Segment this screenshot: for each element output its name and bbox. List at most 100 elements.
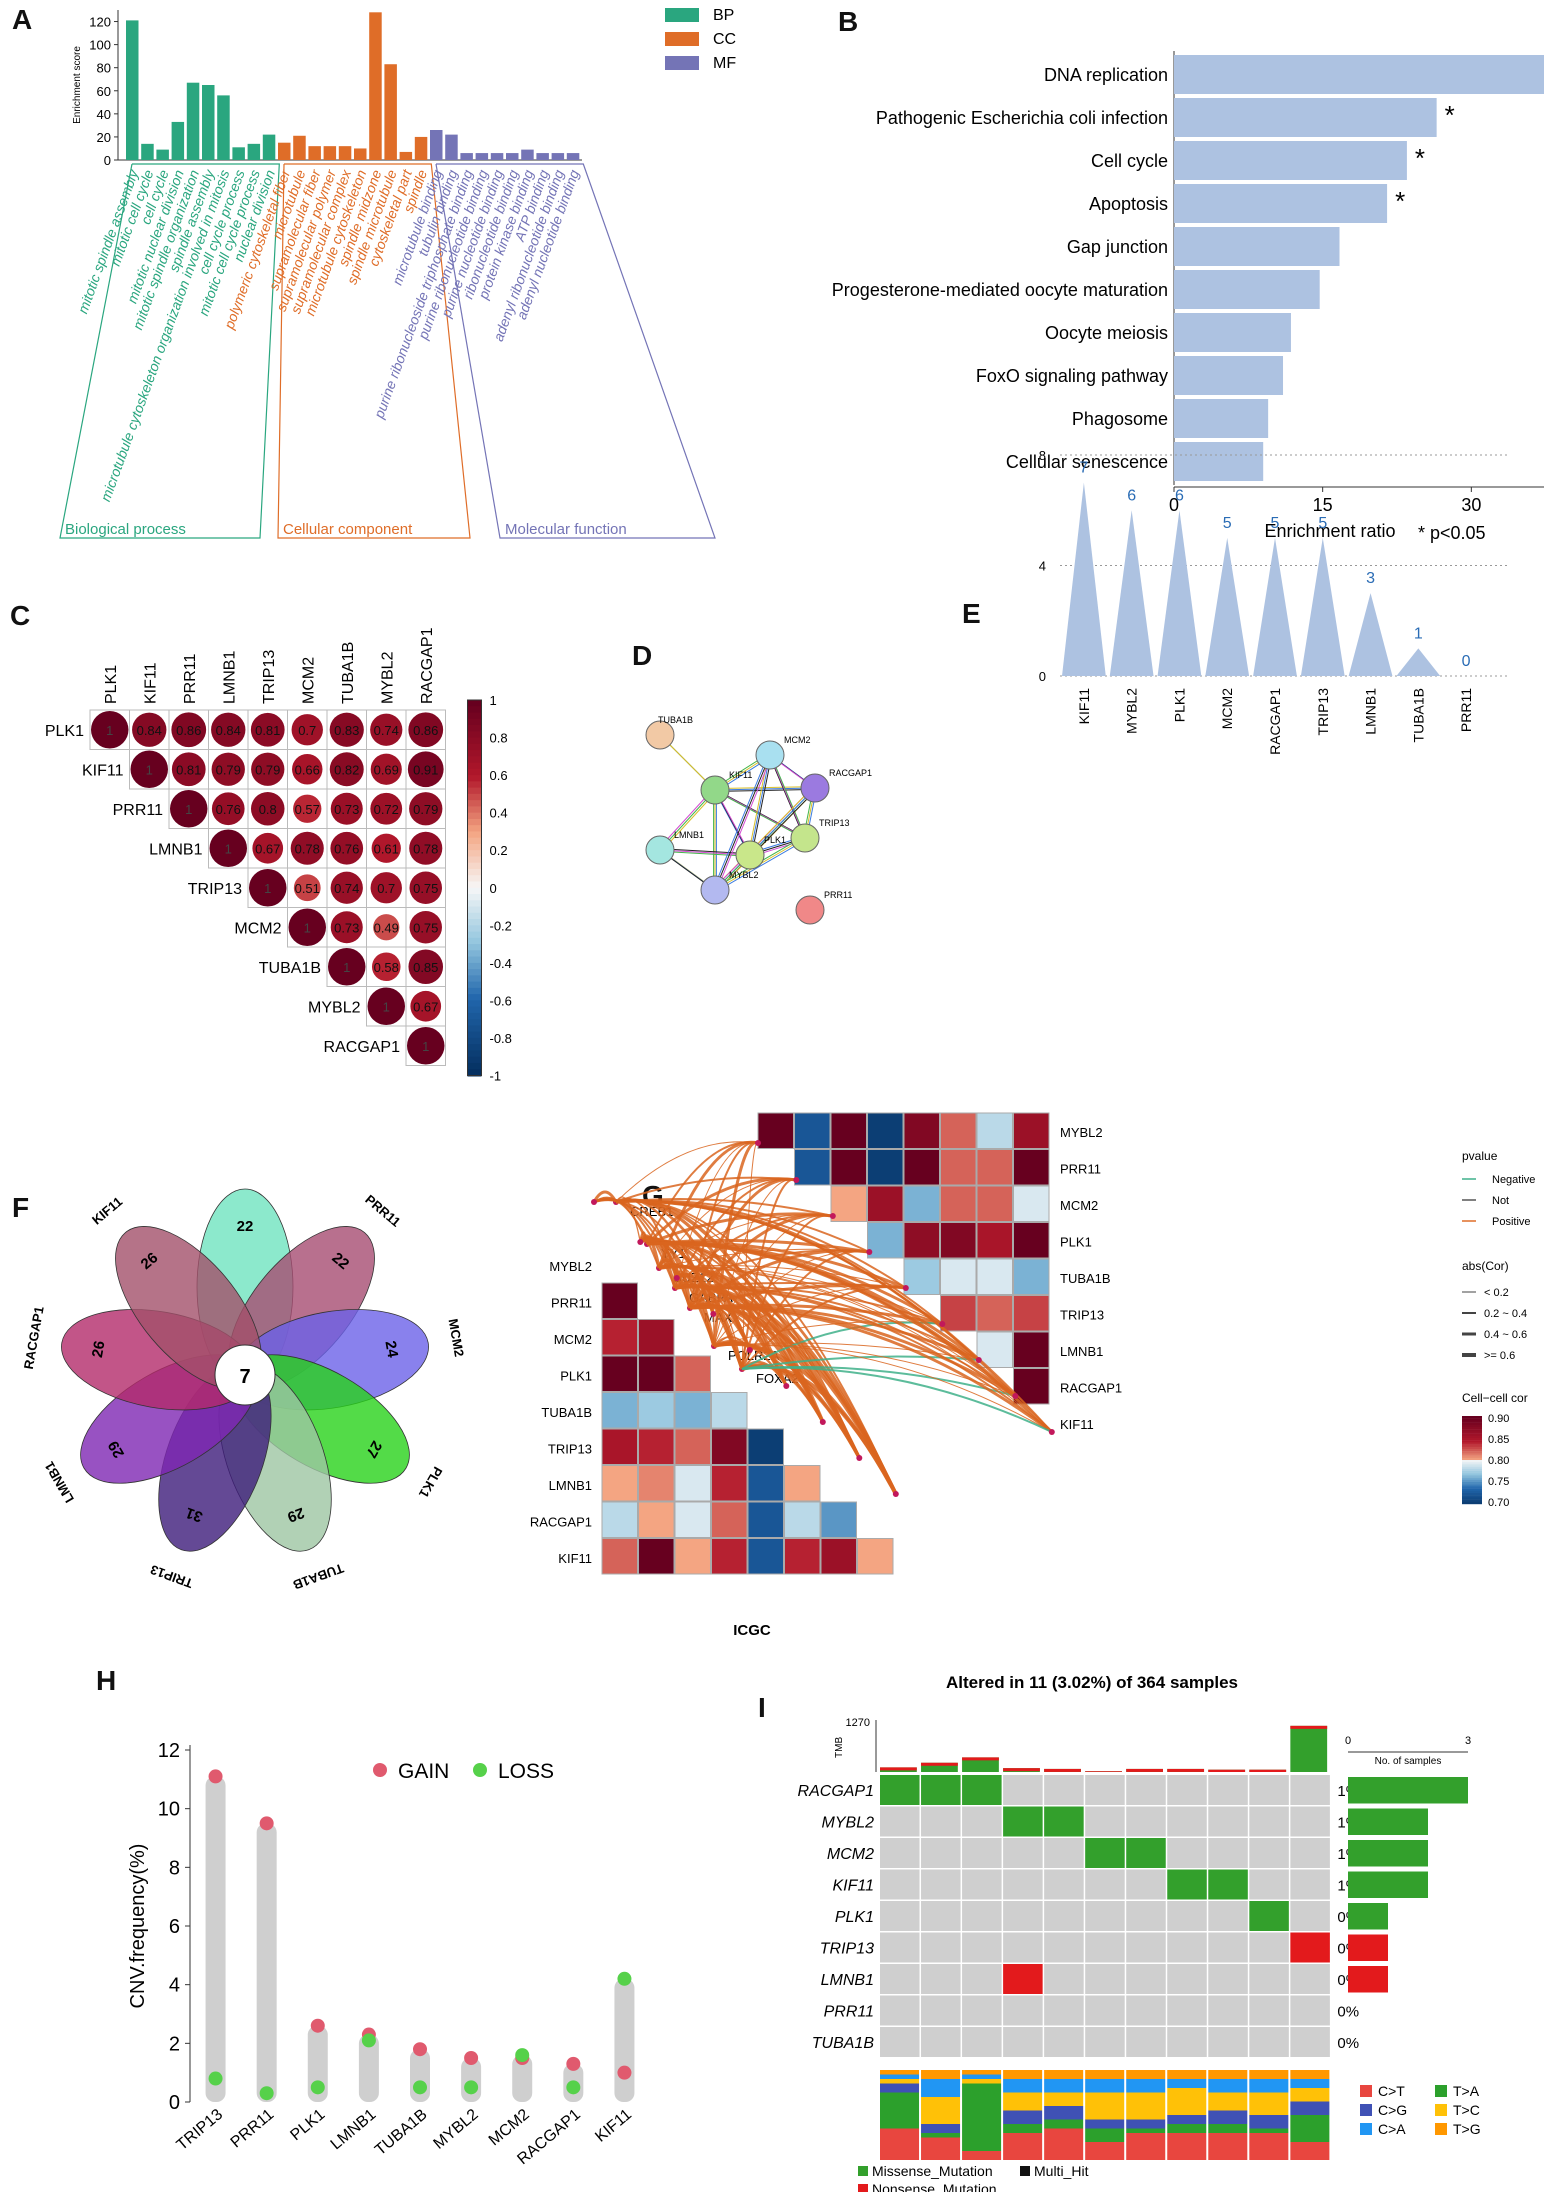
b-bar-dna-replication xyxy=(1174,55,1544,94)
b-category-label: FoxO signaling pathway xyxy=(976,366,1168,386)
g-edge-tcga xyxy=(689,1284,906,1310)
c-colorbar-segment xyxy=(467,1056,482,1064)
g-tcga-cell xyxy=(903,1222,940,1259)
c-corr-circle xyxy=(91,711,129,749)
b-bar-apoptosis xyxy=(1174,184,1388,223)
g-tcga-node xyxy=(829,1213,836,1219)
c-corr-value: 1 xyxy=(422,1039,429,1054)
f-petal-value: 24 xyxy=(381,1340,401,1360)
b-x-tick-label: 30 xyxy=(1461,495,1481,515)
c-colorbar-segment xyxy=(467,1062,482,1071)
g-legend-cor-label: 0.90 xyxy=(1488,1413,1509,1425)
g-legend-cor-segment xyxy=(1462,1446,1482,1450)
i-cell xyxy=(1208,2027,1248,2057)
i-cell xyxy=(1085,1806,1125,1837)
c-colorbar-segment xyxy=(467,781,482,789)
c-corr-circle xyxy=(251,752,285,786)
c-colorbar-segment xyxy=(467,931,482,939)
i-gene-label: MCM2 xyxy=(827,1846,874,1863)
c-corr-value: 0.67 xyxy=(413,999,438,1014)
c-colorbar-segment xyxy=(467,868,482,877)
f-petal-value: 31 xyxy=(183,1504,204,1526)
g-tcga-cell xyxy=(794,1149,831,1186)
i-cell xyxy=(1290,1964,1330,1994)
g-icgc-cell xyxy=(638,1319,675,1356)
i-cell xyxy=(1167,1995,1207,2026)
g-tcga-cell xyxy=(976,1112,1013,1149)
h-loss-point xyxy=(566,2080,581,2095)
a-y-tick-label: 120 xyxy=(89,15,111,30)
i-cell xyxy=(1003,1775,1043,1805)
g-legend-cor-segment xyxy=(1462,1455,1482,1458)
c-colorbar-segment xyxy=(467,962,482,971)
i-cell xyxy=(880,1901,920,1931)
c-colorbar-segment xyxy=(467,969,482,977)
g-tcga-node xyxy=(866,1249,873,1255)
c-colorbar-segment xyxy=(467,850,482,858)
panel-i-oncoplot: Altered in 11 (3.02%) of 364 samples 1270… xyxy=(798,1673,1481,2192)
g-icgc-cell xyxy=(711,1428,748,1465)
i-snv-legend-label: C>A xyxy=(1378,2121,1406,2137)
a-bar-spindle-midzone xyxy=(369,12,382,160)
d-node-tuba1b xyxy=(645,720,675,750)
i-snv-segment xyxy=(1126,2092,1166,2120)
h-loss-point xyxy=(208,2071,223,2086)
g-legend-cor-segment xyxy=(1462,1462,1482,1465)
i-snv-segment xyxy=(921,2097,961,2124)
i-mut-legend-swatch xyxy=(858,2184,868,2192)
i-cell xyxy=(1044,1901,1084,1931)
h-y-tick-label: 10 xyxy=(158,1799,180,1821)
i-snv-segment xyxy=(1249,2079,1289,2093)
h-y-tick-label: 8 xyxy=(169,1857,180,1879)
g-tcga-cell xyxy=(1013,1149,1050,1186)
g-icgc-node xyxy=(746,1347,753,1353)
c-corr-circle xyxy=(132,712,167,747)
i-snv-segment xyxy=(1085,2119,1125,2129)
c-colorbar-segment xyxy=(467,1000,482,1008)
d-node-label: MYBL2 xyxy=(729,870,759,880)
g-edge-tcga xyxy=(741,1366,1053,1433)
i-cell xyxy=(1085,1964,1125,1994)
g-icgc-cell xyxy=(674,1501,711,1538)
c-corr-circle xyxy=(370,872,402,904)
g-tcga-cell xyxy=(1013,1368,1050,1405)
h-y-tick-label: 0 xyxy=(169,2092,180,2114)
i-cell xyxy=(1085,1995,1125,2026)
i-cell xyxy=(880,1806,920,1837)
g-icgc-cell xyxy=(601,1355,638,1392)
a-legend-swatch-cc xyxy=(665,32,699,46)
g-icgc-cell xyxy=(747,1501,784,1538)
i-snv-segment xyxy=(1290,2088,1330,2102)
g-legend-cor-segment xyxy=(1462,1440,1482,1443)
a-bar-mitotic-spindle-organization xyxy=(186,82,200,160)
f-center-value: 7 xyxy=(239,1366,250,1388)
g-tcga-cell xyxy=(940,1295,977,1332)
g-icgc-cell xyxy=(857,1538,894,1575)
c-colorbar-segment xyxy=(467,919,482,927)
c-colorbar-segment xyxy=(467,843,482,852)
d-node-label: PLK1 xyxy=(764,835,786,845)
g-icgc-gene-label: TRIP13 xyxy=(548,1441,592,1456)
i-mut-legend-swatch xyxy=(1020,2166,1030,2176)
i-snv-segment xyxy=(1249,2128,1289,2133)
i-cell xyxy=(921,1901,961,1931)
i-mut-legend-label: Nonsense_Mutation xyxy=(872,2181,997,2192)
g-legend-cor-segment xyxy=(1462,1438,1482,1441)
i-cell xyxy=(1290,2027,1330,2057)
c-corr-value: 1 xyxy=(185,802,192,817)
g-icgc-gene-label: TUBA1B xyxy=(541,1405,592,1420)
i-cell xyxy=(1126,1869,1166,1900)
c-corr-circle xyxy=(408,712,444,748)
a-bar-purine-nucleotide-binding xyxy=(490,153,504,160)
i-cell xyxy=(1249,1806,1289,1837)
i-snv-legend-swatch xyxy=(1360,2123,1372,2135)
i-snv-segment xyxy=(921,2137,961,2160)
c-colorbar-segment xyxy=(467,837,482,845)
g-tcga-cell xyxy=(903,1185,940,1222)
g-icgc-cell xyxy=(601,1538,638,1575)
g-icgc-node xyxy=(710,1311,717,1317)
g-icgc-cell xyxy=(747,1428,784,1465)
a-group-label: Molecular function xyxy=(505,521,627,538)
g-legend-cor-label: 0.85 xyxy=(1488,1434,1509,1446)
i-snv-legend-swatch xyxy=(1435,2123,1447,2135)
